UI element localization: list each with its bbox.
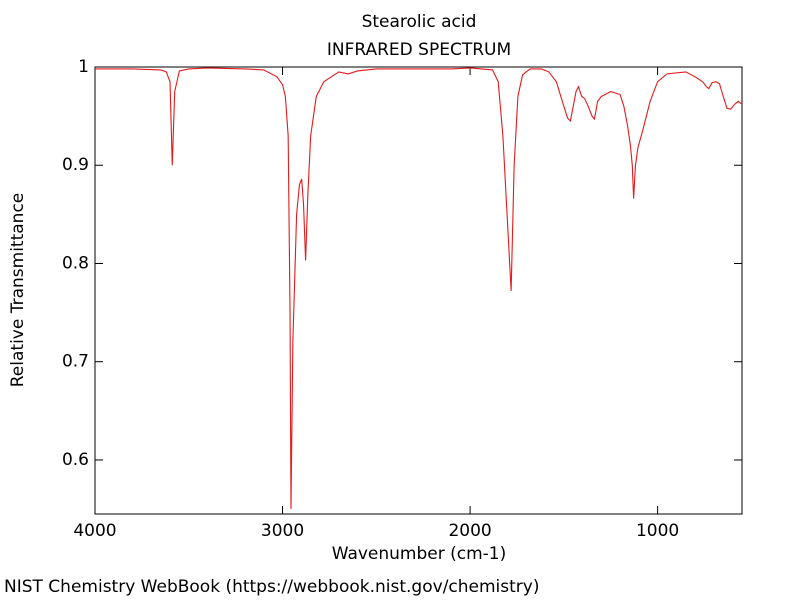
x-tick-label: 2000 [448, 521, 491, 541]
footer: NIST Chemistry WebBook (https://webbook.… [4, 577, 539, 597]
y-tick-label: 0.6 [62, 450, 89, 470]
y-tick-label: 0.8 [62, 253, 89, 273]
y-tick-label: 1 [78, 57, 89, 77]
x-tick-label: 3000 [261, 521, 304, 541]
x-tick-label: 1000 [636, 521, 679, 541]
y-tick-label: 0.7 [62, 352, 89, 372]
x-tick-label: 4000 [73, 521, 116, 541]
spectrum-line [95, 67, 743, 510]
plot-frame [94, 66, 743, 515]
x-axis-label: Wavenumber (cm-1) [332, 544, 507, 564]
chart-title: Stearolic acid [362, 12, 477, 32]
y-tick-label: 0.9 [62, 155, 89, 175]
y-axis-label: Relative Transmittance [8, 193, 28, 388]
chart-subtitle: INFRARED SPECTRUM [327, 40, 511, 60]
